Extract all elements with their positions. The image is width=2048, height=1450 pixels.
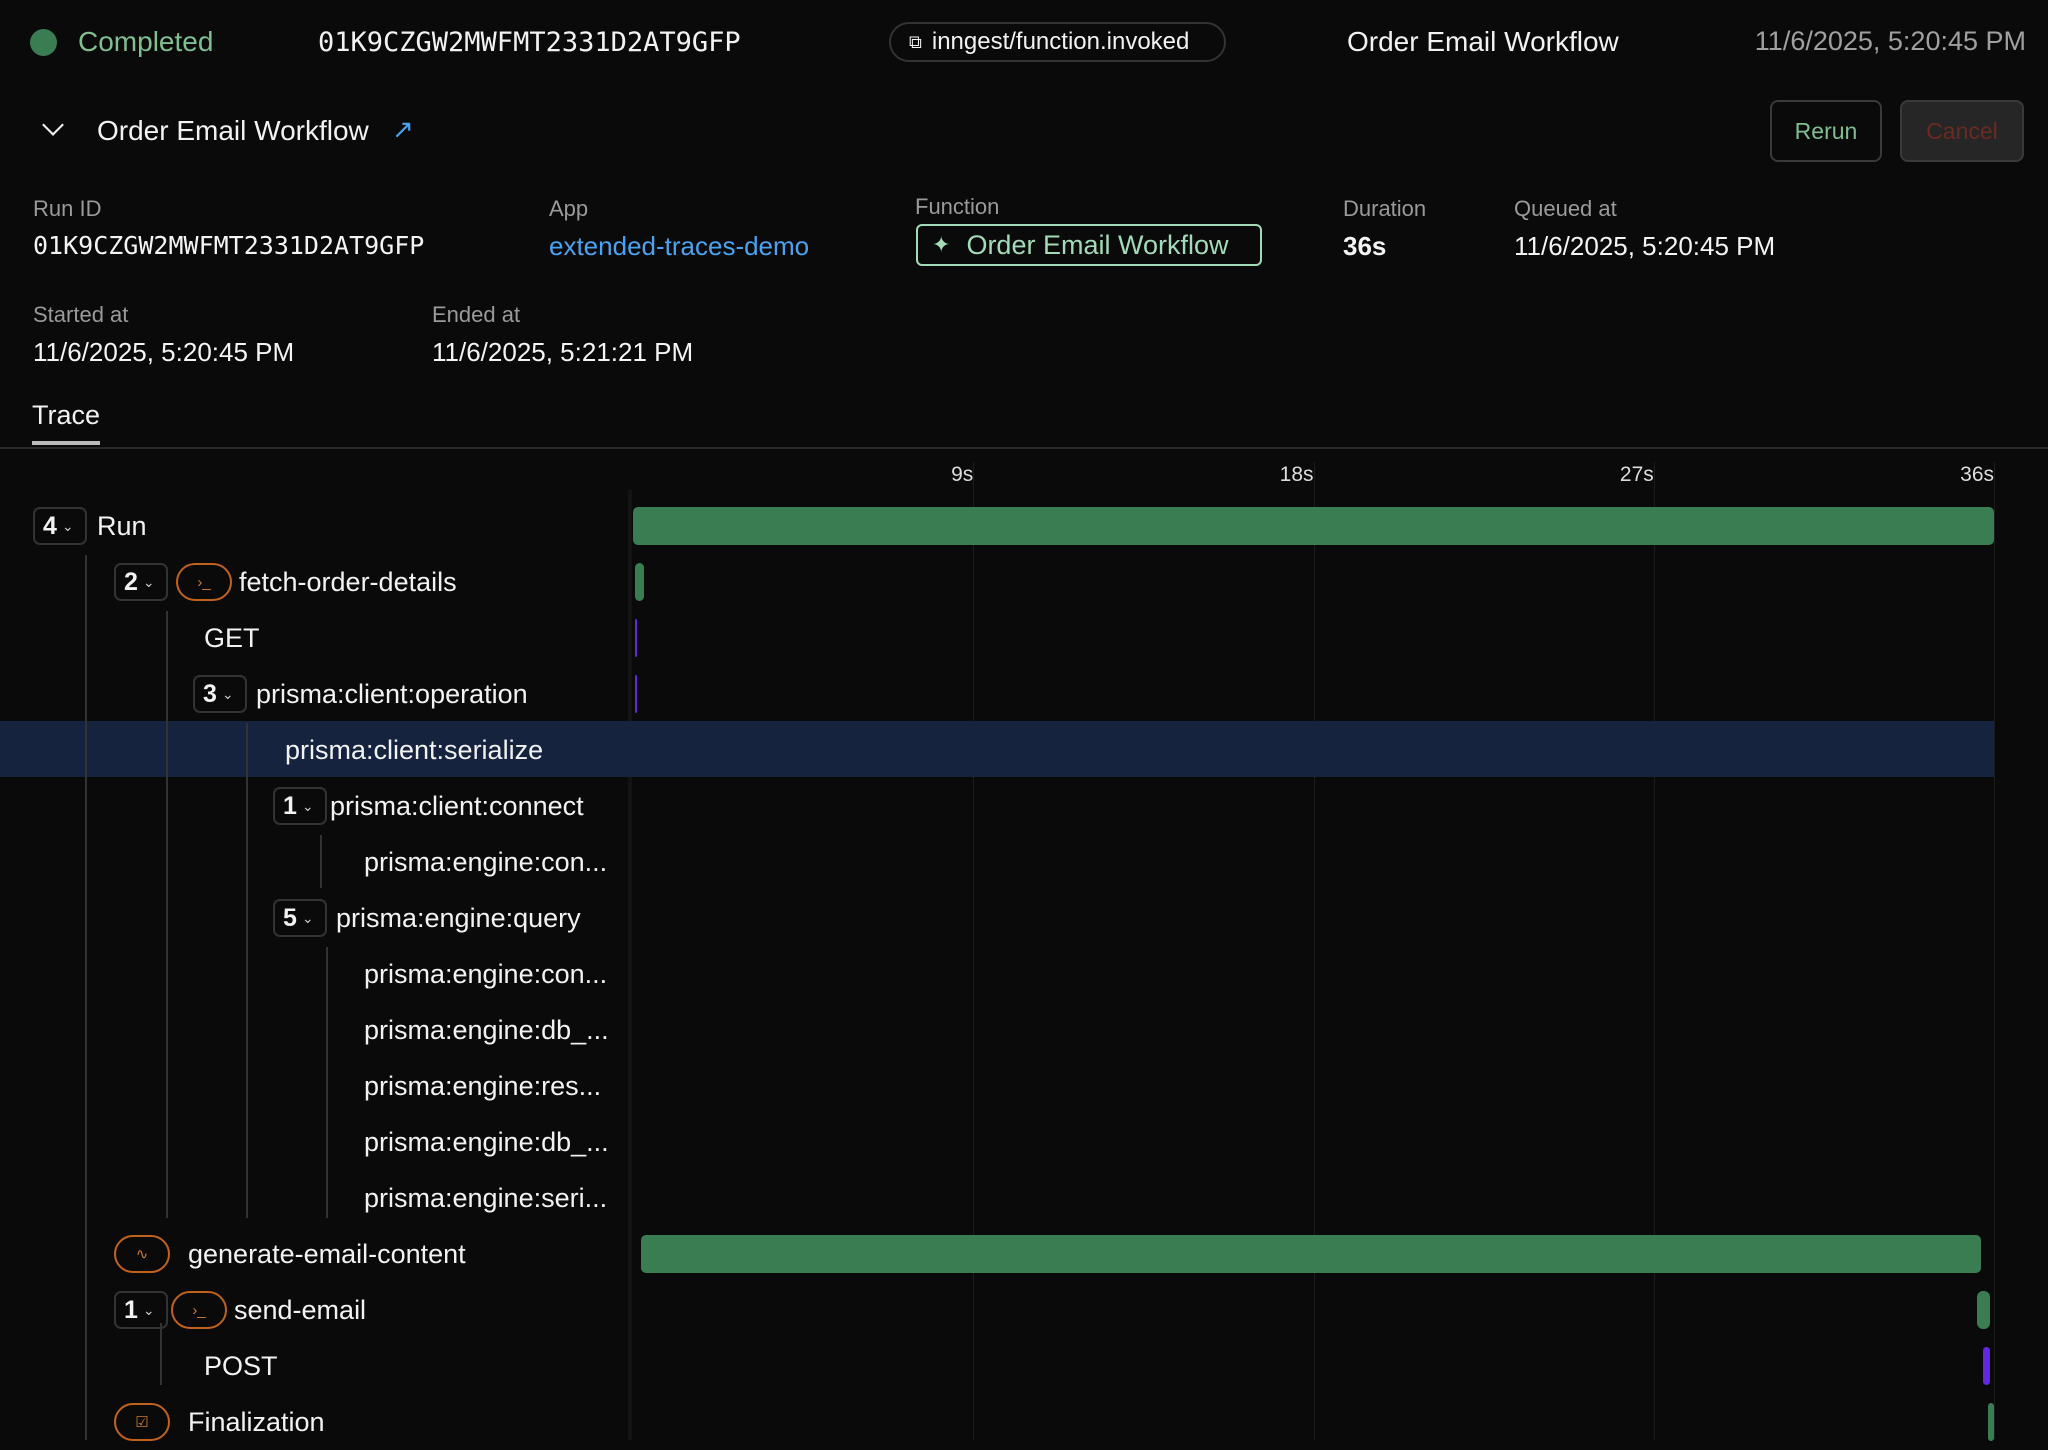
child-count: 1 bbox=[124, 1295, 138, 1324]
cancel-button[interactable]: Cancel bbox=[1900, 100, 2024, 162]
span-bar[interactable] bbox=[633, 507, 1994, 545]
chevron-down-icon: ⌄ bbox=[142, 1301, 155, 1318]
status-dot bbox=[30, 29, 57, 56]
trace-row[interactable] bbox=[0, 498, 620, 554]
terminal-icon: ›_ bbox=[171, 1291, 227, 1329]
trace-row-name: prisma:engine:con... bbox=[364, 959, 608, 989]
trace-row-name: prisma:engine:query bbox=[336, 903, 581, 933]
tree-guide-line bbox=[160, 1323, 162, 1385]
span-bar[interactable] bbox=[634, 563, 645, 601]
queued-label: Queued at bbox=[1514, 196, 1617, 221]
function-label: Function bbox=[915, 194, 1000, 219]
timeline-tick-label: 9s bbox=[951, 463, 974, 486]
run-id-value: 01K9CZGW2MWFMT2331D2AT9GFP bbox=[33, 231, 425, 260]
ended-value: 11/6/2025, 5:21:21 PM bbox=[432, 337, 694, 367]
child-count: 1 bbox=[283, 791, 297, 820]
expand-toggle[interactable]: 5 ⌄ bbox=[273, 899, 327, 937]
run-id-label: Run ID bbox=[33, 196, 102, 221]
child-count: 5 bbox=[283, 903, 297, 932]
tabs-divider bbox=[0, 447, 2048, 449]
timeline-tick-label: 36s bbox=[1960, 463, 1994, 486]
trace-row-name: generate-email-content bbox=[188, 1239, 466, 1269]
collapse-chevron-icon[interactable] bbox=[42, 114, 64, 136]
external-link-icon[interactable]: ↗︎ bbox=[392, 114, 414, 144]
duration-label: Duration bbox=[1343, 196, 1427, 221]
trace-row-name: prisma:client:connect bbox=[330, 791, 584, 821]
span-bar[interactable] bbox=[1988, 1403, 1994, 1441]
trace-row-name: prisma:client:operation bbox=[256, 679, 528, 709]
started-label: Started at bbox=[33, 302, 129, 327]
queued-value: 11/6/2025, 5:20:45 PM bbox=[1514, 231, 1776, 261]
ai-flow-icon: ∿ bbox=[114, 1235, 170, 1273]
app-label: App bbox=[549, 196, 589, 221]
tree-guide-line bbox=[246, 723, 248, 1218]
copy-icon: ⧉ bbox=[909, 31, 922, 52]
checkbox-icon: ☑ bbox=[114, 1403, 170, 1441]
tab-trace[interactable]: Trace bbox=[32, 400, 101, 430]
trace-row[interactable] bbox=[0, 1338, 620, 1394]
tree-guide-line bbox=[320, 835, 322, 888]
function-link[interactable]: ✦ Order Email Workflow bbox=[916, 224, 1262, 266]
timeline-gridline bbox=[973, 462, 975, 1440]
chevron-down-icon: ⌄ bbox=[221, 685, 234, 702]
timeline-tick-label: 27s bbox=[1619, 463, 1654, 486]
timeline-gridline bbox=[1994, 462, 1995, 1440]
tree-guide-line bbox=[326, 947, 328, 1218]
selected-row-highlight bbox=[0, 721, 1994, 777]
header-timestamp: 11/6/2025, 5:20:45 PM bbox=[1754, 26, 2026, 56]
trace-row-name: Run bbox=[97, 511, 147, 541]
trace-row-name: prisma:engine:db_... bbox=[364, 1127, 609, 1157]
event-name: inngest/function.invoked bbox=[931, 28, 1190, 55]
expand-toggle[interactable]: 3 ⌄ bbox=[193, 675, 247, 713]
trace-row-name: Finalization bbox=[188, 1407, 325, 1437]
function-link-text: Order Email Workflow bbox=[966, 229, 1229, 260]
span-bar[interactable] bbox=[634, 675, 637, 713]
terminal-icon: ›_ bbox=[176, 563, 232, 601]
span-bar[interactable] bbox=[634, 619, 637, 657]
tab-trace-underline bbox=[32, 441, 100, 445]
started-value: 11/6/2025, 5:20:45 PM bbox=[33, 337, 295, 367]
timeline-gridline bbox=[1653, 462, 1655, 1440]
chevron-down-icon: ⌄ bbox=[61, 517, 74, 534]
span-bar[interactable] bbox=[1976, 1291, 1991, 1329]
timeline-separator bbox=[628, 490, 632, 1440]
span-bar[interactable] bbox=[1982, 1347, 1991, 1385]
trace-row-name: prisma:engine:con... bbox=[364, 847, 608, 877]
rerun-button[interactable]: Rerun bbox=[1770, 100, 1882, 162]
function-name-header: Order Email Workflow bbox=[1347, 26, 1619, 57]
timeline-tick-label: 18s bbox=[1279, 463, 1314, 486]
ended-label: Ended at bbox=[432, 302, 521, 327]
trace-row-name: fetch-order-details bbox=[239, 567, 457, 597]
run-title: Order Email Workflow bbox=[97, 115, 369, 146]
chevron-down-icon: ⌄ bbox=[301, 909, 314, 926]
chevron-down-icon: ⌄ bbox=[142, 573, 155, 590]
expand-toggle[interactable]: 1 ⌄ bbox=[114, 1291, 168, 1329]
expand-toggle[interactable]: 4 ⌄ bbox=[33, 507, 87, 545]
child-count: 2 bbox=[124, 567, 138, 596]
span-bar[interactable] bbox=[640, 1235, 1981, 1273]
expand-toggle[interactable]: 1 ⌄ bbox=[273, 787, 327, 825]
trace-row-name: prisma:engine:seri... bbox=[364, 1183, 608, 1213]
app-link[interactable]: extended-traces-demo bbox=[549, 231, 810, 261]
event-pill[interactable]: ⧉ inngest/function.invoked bbox=[889, 22, 1226, 62]
trace-row-name: prisma:engine:res... bbox=[364, 1071, 602, 1101]
expand-toggle[interactable]: 2 ⌄ bbox=[114, 563, 168, 601]
status-text: Completed bbox=[78, 26, 214, 57]
trace-row-name: prisma:engine:db_... bbox=[364, 1015, 609, 1045]
sparkle-icon: ✦ bbox=[932, 232, 951, 257]
trace-row-name: GET bbox=[204, 623, 260, 653]
run-id-header: 01K9CZGW2MWFMT2331D2AT9GFP bbox=[318, 27, 741, 58]
child-count: 3 bbox=[203, 679, 217, 708]
child-count: 4 bbox=[43, 511, 57, 540]
tree-guide-line bbox=[166, 611, 168, 1218]
trace-row[interactable] bbox=[0, 610, 620, 666]
trace-row-name: POST bbox=[204, 1351, 278, 1381]
duration-value: 36s bbox=[1343, 231, 1387, 261]
tree-guide-line bbox=[85, 555, 87, 1440]
trace-row-name: prisma:client:serialize bbox=[285, 735, 544, 765]
chevron-down-icon: ⌄ bbox=[301, 797, 314, 814]
timeline-gridline bbox=[1313, 462, 1315, 1440]
trace-row-name: send-email bbox=[234, 1295, 367, 1325]
